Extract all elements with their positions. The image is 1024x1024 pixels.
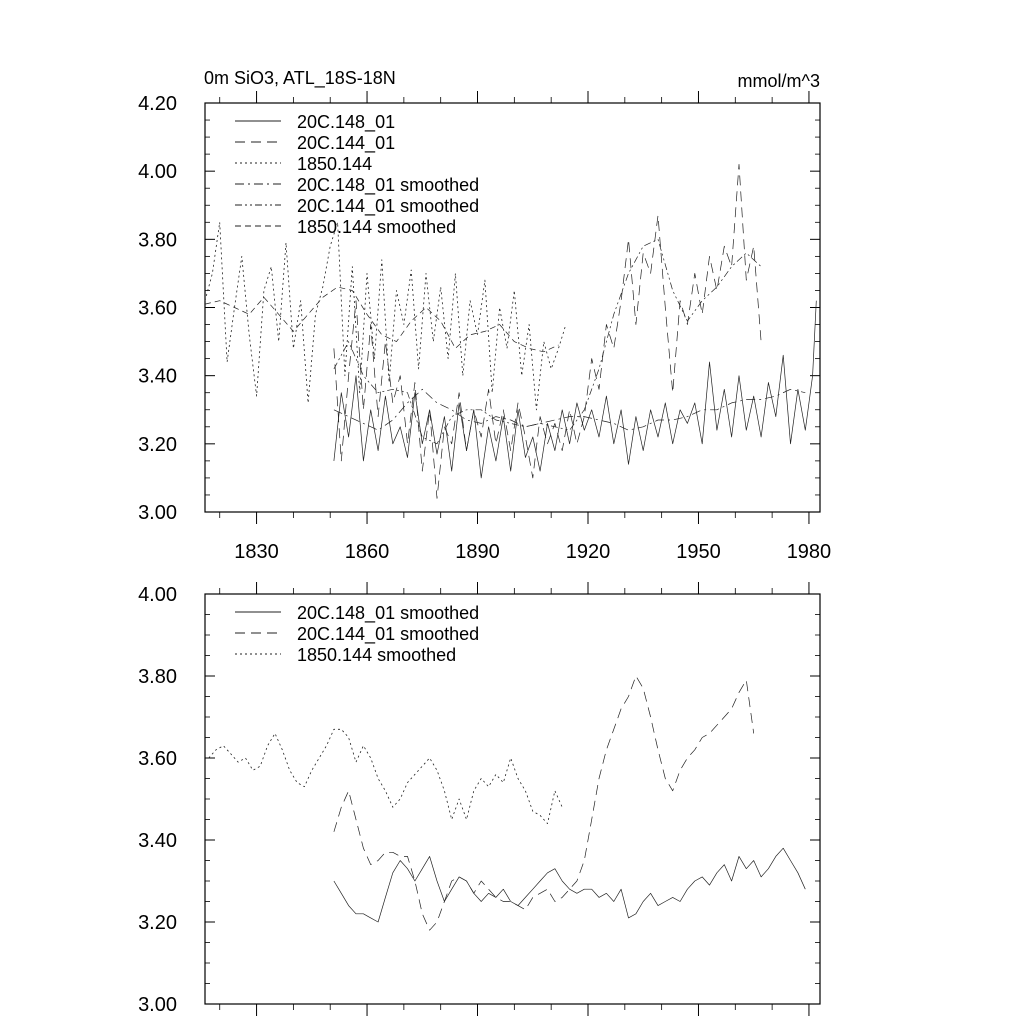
y-tick-label: 3.40: [138, 830, 177, 852]
y-tick-label: 3.80: [138, 229, 177, 251]
units-label: mmol/m^3: [738, 71, 820, 91]
y-tick-label: 3.40: [138, 366, 177, 388]
legend-label: 20C.144_01 smoothed: [297, 196, 479, 217]
series-line-1850-144-smoothed: [208, 728, 563, 824]
series-line-20C-144-01-smoothed: [333, 238, 762, 445]
legend-label: 20C.148_01 smoothed: [297, 175, 479, 196]
series-line-20C-144-01-smoothed: [333, 675, 755, 931]
y-tick-label: 3.60: [138, 298, 177, 320]
y-tick-label: 3.20: [138, 912, 177, 934]
legend-label: 1850.144 smoothed: [297, 645, 456, 665]
series-line-1850-144-smoothed: [204, 286, 559, 353]
x-tick-label: 1980: [787, 541, 832, 563]
x-tick-label: 1830: [234, 541, 279, 563]
y-tick-label: 4.00: [138, 161, 177, 183]
legend-label: 20C.144_01: [297, 133, 395, 154]
x-tick-label: 1890: [455, 541, 500, 563]
y-tick-label: 3.60: [138, 748, 177, 770]
legend-label: 1850.144 smoothed: [297, 217, 456, 237]
legend-label: 20C.148_01: [297, 112, 395, 133]
series-line-20C-148-01: [333, 300, 817, 479]
legend-label: 1850.144: [297, 154, 372, 174]
bottom-panel: 3.00 3.20 3.40 3.60 3.80 4.00 20C.148_01 smoot…: [138, 582, 821, 1016]
series-line-20C-144-01: [333, 164, 762, 499]
x-tick-label: 1920: [566, 541, 611, 563]
y-tick-label: 4.20: [138, 93, 177, 115]
x-tick-label: 1950: [676, 541, 721, 563]
y-tick-label: 4.00: [138, 584, 177, 606]
x-tick-label: 1860: [345, 541, 390, 563]
legend-label: 20C.148_01 smoothed: [297, 603, 479, 624]
y-tick-label: 3.20: [138, 434, 177, 456]
legend-label: 20C.144_01 smoothed: [297, 624, 479, 645]
series-line-20C-148-01-smoothed: [333, 388, 806, 431]
y-tick-label: 3.00: [138, 502, 177, 524]
series-line-20C-148-01-smoothed: [333, 847, 806, 923]
y-tick-label: 3.80: [138, 666, 177, 688]
top-panel: 3.00 3.20 3.40 3.60 3.80 4.00 4.20 1830 1860 1890…: [138, 91, 831, 563]
y-tick-label: 3.00: [138, 994, 177, 1016]
series-line-1850-144: [204, 221, 567, 411]
chart-title: 0m SiO3, ATL_18S-18N: [204, 68, 396, 89]
